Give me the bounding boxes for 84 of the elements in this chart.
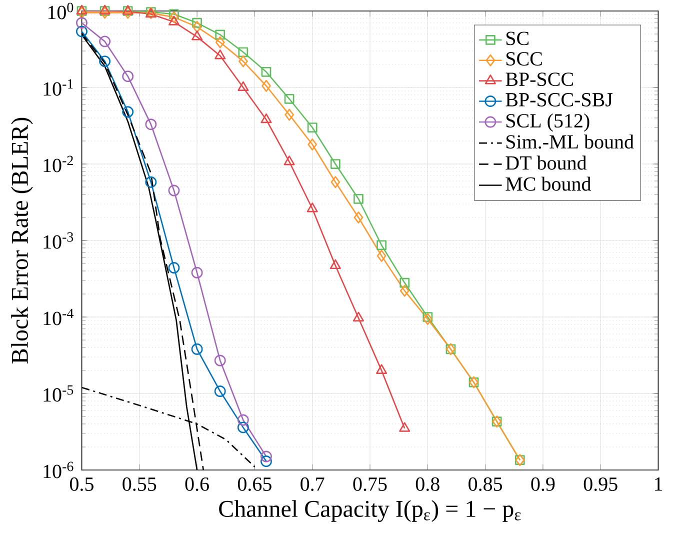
- y-tick-label: 10$^{-3}$: [44, 232, 74, 249]
- point: [76, 26, 88, 38]
- x-tick-label: 0.55: [122, 477, 156, 491]
- point: [192, 30, 203, 40]
- point: [400, 284, 410, 297]
- y-tick-label: 10$^{-5}$: [44, 385, 74, 402]
- legend-label: Sim.-ML bound: [506, 134, 634, 149]
- point: [422, 313, 432, 326]
- legend-label: MC bound: [506, 176, 592, 191]
- x-tick-label: 0.8: [416, 477, 440, 491]
- point: [123, 6, 133, 19]
- point: [284, 94, 294, 104]
- point: [214, 354, 226, 366]
- point: [284, 108, 294, 121]
- y-tick-label: 10$^{-2}$: [44, 156, 73, 172]
- point: [260, 113, 272, 124]
- point: [422, 312, 433, 322]
- point: [306, 202, 318, 212]
- x-axis-title: Channel Capacity I(p$_{ε}$) = 1 − p$_{ε}$: [219, 500, 521, 522]
- point: [100, 6, 110, 19]
- point: [330, 259, 341, 270]
- point: [308, 138, 318, 150]
- y-tick-label: 10$^{-6}$: [44, 462, 74, 478]
- point: [192, 18, 202, 28]
- y-tick-label: 10$^{-4}$: [44, 308, 74, 326]
- legend-label: SCL (512): [506, 113, 590, 132]
- point: [238, 47, 248, 58]
- legend-label: BP-SCC-SBJ: [506, 93, 613, 106]
- point: [168, 184, 180, 196]
- legend-label: DT bound: [506, 156, 587, 170]
- x-tick-label: 0.9: [531, 477, 555, 491]
- x-tick-label: 1: [655, 477, 662, 491]
- point: [122, 106, 134, 118]
- point: [330, 159, 340, 169]
- point: [376, 250, 386, 262]
- x-tick-label: 0.7: [300, 477, 324, 491]
- point: [376, 240, 386, 250]
- point: [400, 278, 410, 288]
- point: [99, 36, 111, 48]
- legend-label: BP-SCC: [506, 72, 573, 86]
- x-tick-label: 0.6: [185, 477, 209, 491]
- point: [191, 266, 203, 278]
- x-tick-label: 0.85: [468, 477, 502, 491]
- point: [191, 343, 203, 355]
- x-tick-label: 0.5: [70, 477, 94, 491]
- point: [76, 17, 88, 29]
- point: [169, 9, 179, 20]
- x-tick-label: 0.75: [353, 477, 387, 491]
- point: [215, 36, 225, 48]
- point: [77, 6, 86, 19]
- point: [307, 122, 318, 132]
- x-tick-label: 0.65: [238, 477, 272, 491]
- point: [122, 70, 134, 82]
- point: [237, 422, 249, 434]
- point: [99, 56, 111, 68]
- y-axis-title: Block Error Rate (BLER): [11, 118, 33, 364]
- point: [145, 176, 157, 188]
- point: [215, 30, 226, 40]
- point: [376, 364, 388, 374]
- x-tick-label: 0.95: [584, 477, 618, 491]
- point: [238, 81, 249, 91]
- point: [260, 456, 272, 468]
- point: [262, 80, 271, 92]
- point: [169, 11, 179, 24]
- point: [192, 20, 202, 33]
- point: [354, 211, 364, 224]
- point: [354, 194, 364, 204]
- y-tick-label: 10$^{-1}$: [44, 79, 73, 96]
- point: [214, 386, 226, 397]
- point: [261, 66, 272, 77]
- point: [352, 312, 364, 322]
- point: [168, 262, 180, 274]
- y-tick-label: 10$^{0}$: [48, 2, 74, 20]
- point: [145, 118, 157, 130]
- legend-label: SC: [506, 32, 528, 46]
- point: [238, 55, 248, 68]
- point: [260, 450, 272, 462]
- point: [284, 155, 295, 166]
- point: [399, 422, 410, 432]
- point: [214, 49, 226, 60]
- point: [237, 414, 249, 426]
- point: [330, 176, 340, 188]
- legend-label: SCC: [506, 52, 542, 66]
- point: [168, 16, 180, 26]
